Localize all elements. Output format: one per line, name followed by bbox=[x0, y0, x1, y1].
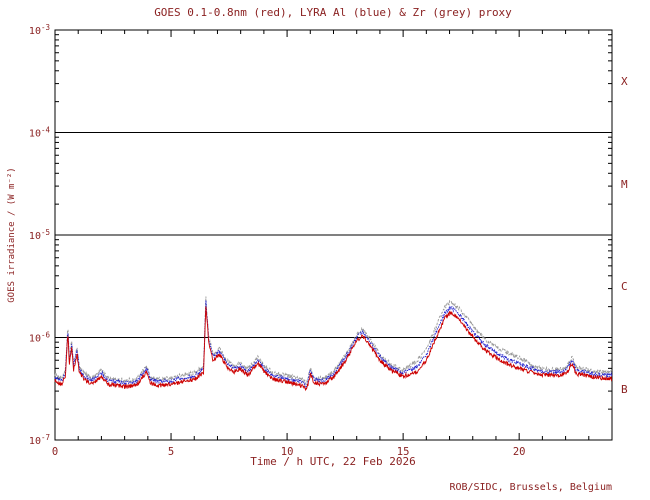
y-tick-label: 10-5 bbox=[29, 228, 50, 242]
y-tick-label: 10-6 bbox=[29, 331, 51, 345]
x-tick-label: 5 bbox=[168, 446, 174, 458]
x-axis-label: Time / h UTC, 22 Feb 2026 bbox=[250, 455, 416, 468]
credit-text: ROB/SIDC, Brussels, Belgium bbox=[449, 482, 612, 493]
flare-class-label-b: B bbox=[621, 383, 628, 396]
plot-generated-layer: 0 5 10 15 20 10-3 10-4 10-5 10-6 10-7 bbox=[29, 23, 613, 458]
y-tick-label: 10-7 bbox=[29, 433, 50, 447]
x-tick-label: 0 bbox=[52, 446, 58, 458]
series-lyra-zr bbox=[54, 296, 613, 386]
flare-class-label-m: M bbox=[621, 178, 628, 191]
flare-class-label-c: C bbox=[621, 280, 628, 293]
x-tick-label: 15 bbox=[397, 446, 410, 458]
x-tick-label: 10 bbox=[281, 446, 294, 458]
y-tick-label: 10-3 bbox=[29, 23, 50, 37]
x-tick-label: 20 bbox=[513, 446, 526, 458]
flare-class-label-x: X bbox=[621, 75, 628, 88]
y-axis-label: GOES irradiance / (W m⁻²) bbox=[7, 167, 17, 302]
series-lyra-al bbox=[54, 300, 613, 389]
y-tick-label: 10-4 bbox=[29, 126, 51, 140]
series-goes-red bbox=[54, 306, 613, 392]
chart-title: GOES 0.1-0.8nm (red), LYRA Al (blue) & Z… bbox=[154, 6, 512, 19]
